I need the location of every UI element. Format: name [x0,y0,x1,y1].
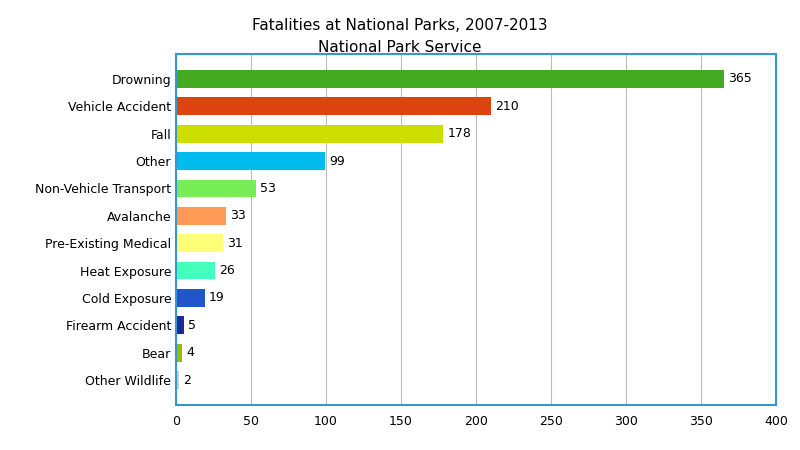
Bar [176,70,723,88]
Text: 99: 99 [329,154,345,167]
Bar [176,97,491,115]
Bar [176,207,226,225]
Text: 19: 19 [209,292,225,305]
Bar [176,262,215,279]
Text: National Park Service: National Park Service [318,40,482,55]
Text: 33: 33 [230,209,246,222]
Bar [176,125,443,143]
Text: 4: 4 [186,346,194,359]
Bar [176,152,325,170]
Text: Fatalities at National Parks, 2007-2013: Fatalities at National Parks, 2007-2013 [252,18,548,33]
Bar [176,371,179,389]
Text: 5: 5 [188,319,196,332]
Text: 31: 31 [227,237,242,250]
Bar [176,344,182,362]
Text: 178: 178 [447,127,471,140]
Text: 2: 2 [183,374,191,387]
Text: 210: 210 [495,100,519,113]
Text: 26: 26 [219,264,235,277]
Bar [176,180,255,197]
Bar [176,289,205,307]
Text: 53: 53 [260,182,276,195]
Text: 365: 365 [728,72,752,86]
Bar [176,234,222,252]
Bar [176,316,183,334]
